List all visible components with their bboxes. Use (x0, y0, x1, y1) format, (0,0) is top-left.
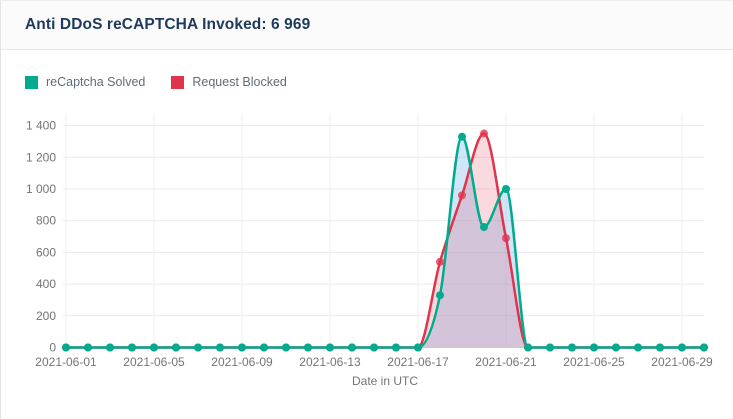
y-axis-tick-label: 400 (36, 277, 56, 291)
legend-item-recaptcha-solved[interactable]: reCaptcha Solved (25, 75, 145, 89)
data-point-marker-recaptcha-solved[interactable] (502, 185, 510, 193)
y-axis-tick-label: 200 (36, 309, 56, 323)
chart-legend: reCaptcha Solved Request Blocked (25, 75, 287, 89)
data-point-marker-recaptcha-solved[interactable] (392, 343, 400, 352)
data-point-marker-recaptcha-solved[interactable] (370, 343, 378, 352)
data-point-marker-recaptcha-solved[interactable] (216, 343, 224, 352)
x-axis-tick-label: 2021-06-25 (563, 355, 625, 369)
y-axis-tick-label: 800 (36, 214, 56, 228)
y-axis-tick-label: 0 (49, 341, 56, 355)
x-axis-tick-label: 2021-06-05 (123, 355, 185, 369)
data-point-marker-request-blocked[interactable] (458, 191, 466, 200)
legend-swatch-red (171, 75, 185, 89)
data-point-marker-recaptcha-solved[interactable] (634, 343, 642, 352)
area-chart[interactable]: 0 200 400 600 800 1 000 1 200 1 400 2021-06-01 20… (1, 101, 733, 419)
data-point-marker-recaptcha-solved[interactable] (128, 343, 136, 352)
data-point-marker-recaptcha-solved[interactable] (106, 343, 114, 352)
data-point-marker-recaptcha-solved[interactable] (326, 343, 334, 352)
gridlines: 0 200 400 600 800 1 000 1 200 1 400 2021-06-01 20… (26, 113, 713, 369)
x-axis-tick-label: 2021-06-09 (211, 355, 273, 369)
x-axis-tick-label: 2021-06-29 (651, 355, 713, 369)
data-point-marker-recaptcha-solved[interactable] (568, 343, 576, 352)
data-point-marker-recaptcha-solved[interactable] (194, 343, 202, 352)
data-point-marker-recaptcha-solved[interactable] (436, 291, 444, 300)
data-point-marker-recaptcha-solved[interactable] (150, 343, 158, 352)
x-axis-tick-label: 2021-06-13 (299, 355, 361, 369)
data-point-marker-recaptcha-solved[interactable] (282, 343, 290, 352)
data-point-marker-recaptcha-solved[interactable] (524, 343, 532, 352)
x-axis-tick-label: 2021-06-21 (475, 355, 537, 369)
y-axis-tick-label: 1 000 (26, 182, 56, 196)
data-point-marker-recaptcha-solved[interactable] (172, 343, 180, 352)
y-axis-tick-label: 1 400 (26, 119, 56, 133)
legend-label: Request Blocked (192, 75, 287, 89)
data-point-marker-recaptcha-solved[interactable] (84, 343, 92, 352)
data-point-marker-recaptcha-solved[interactable] (348, 343, 356, 352)
data-point-marker-recaptcha-solved[interactable] (62, 343, 70, 352)
data-point-marker-request-blocked[interactable] (436, 257, 444, 266)
legend-swatch-teal (25, 75, 38, 89)
series-request-blocked (62, 129, 708, 352)
y-axis-tick-label: 1 200 (26, 150, 56, 164)
data-point-marker-recaptcha-solved[interactable] (458, 132, 466, 141)
x-axis-title: Date in UTC (352, 374, 418, 388)
data-point-marker-recaptcha-solved[interactable] (414, 343, 422, 352)
x-axis-tick-label: 2021-06-17 (387, 355, 449, 369)
series-recaptcha-solved (62, 132, 708, 352)
data-point-marker-recaptcha-solved[interactable] (480, 223, 488, 232)
data-point-marker-request-blocked[interactable] (480, 129, 488, 138)
legend-label: reCaptcha Solved (46, 75, 146, 89)
data-point-marker-recaptcha-solved[interactable] (304, 343, 312, 352)
card-title: Anti DDoS reCAPTCHA Invoked: 6 969 (25, 16, 311, 33)
x-axis-tick-label: 2021-06-01 (35, 355, 97, 369)
data-point-marker-recaptcha-solved[interactable] (612, 343, 620, 352)
data-point-marker-recaptcha-solved[interactable] (656, 343, 664, 352)
legend-item-request-blocked[interactable]: Request Blocked (171, 75, 287, 89)
data-point-marker-recaptcha-solved[interactable] (700, 343, 708, 352)
data-point-marker-recaptcha-solved[interactable] (678, 343, 686, 352)
data-point-marker-recaptcha-solved[interactable] (546, 343, 554, 352)
card-header: Anti DDoS reCAPTCHA Invoked: 6 969 (1, 1, 733, 50)
data-point-marker-request-blocked[interactable] (502, 234, 510, 243)
data-point-marker-recaptcha-solved[interactable] (260, 343, 268, 352)
data-point-marker-recaptcha-solved[interactable] (590, 343, 598, 352)
data-point-marker-recaptcha-solved[interactable] (238, 343, 246, 352)
y-axis-tick-label: 600 (36, 245, 56, 259)
